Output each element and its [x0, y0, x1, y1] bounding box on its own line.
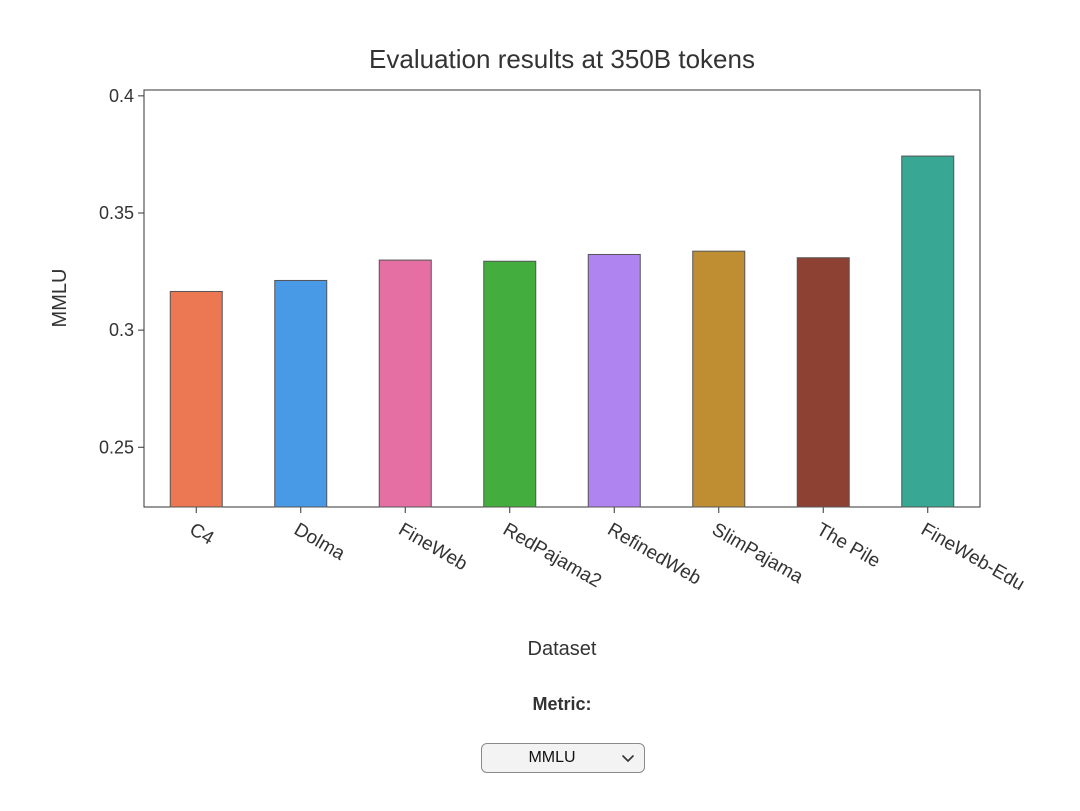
- y-axis-label: MMLU: [49, 269, 71, 328]
- bar-dolma: [274, 279, 328, 508]
- y-tick-label: 0.3: [109, 320, 134, 340]
- x-tick-label: FineWeb: [395, 519, 471, 575]
- y-tick-label: 0.35: [99, 203, 134, 223]
- bar-chart: Evaluation results at 350B tokens 0.250.…: [49, 44, 1028, 660]
- bar-redpajama2: [483, 260, 537, 508]
- plot-area: [143, 89, 981, 508]
- metric-label: Metric:: [532, 694, 592, 714]
- bar-slimpajama: [692, 250, 746, 508]
- bar-c4: [169, 290, 223, 508]
- y-tick-label: 0.25: [99, 437, 134, 457]
- x-tick-label: FineWeb-Edu: [917, 519, 1028, 595]
- x-tick-label: RefinedWeb: [604, 519, 705, 589]
- x-tick-label: SlimPajama: [708, 519, 807, 588]
- x-tick-label: The Pile: [813, 519, 884, 572]
- x-tick-label: RedPajama2: [499, 519, 605, 592]
- x-axis-label: Dataset: [528, 638, 597, 660]
- bar-refinedweb: [587, 253, 641, 508]
- chevron-down-icon: [622, 755, 634, 762]
- metric-select-value: MMLU: [528, 749, 576, 766]
- metric-select[interactable]: MMLU: [481, 743, 645, 773]
- bar-fineweb-edu: [901, 155, 955, 508]
- bar-fineweb: [378, 259, 432, 508]
- chart-title: Evaluation results at 350B tokens: [369, 44, 755, 74]
- bar-the-pile: [796, 257, 850, 508]
- x-tick-label: Dolma: [290, 519, 348, 565]
- bars: [169, 155, 955, 508]
- y-tick-label: 0.4: [109, 86, 134, 106]
- x-tick-label: C4: [186, 519, 218, 550]
- y-axis: 0.25 0.3 0.35 0.4: [99, 86, 144, 457]
